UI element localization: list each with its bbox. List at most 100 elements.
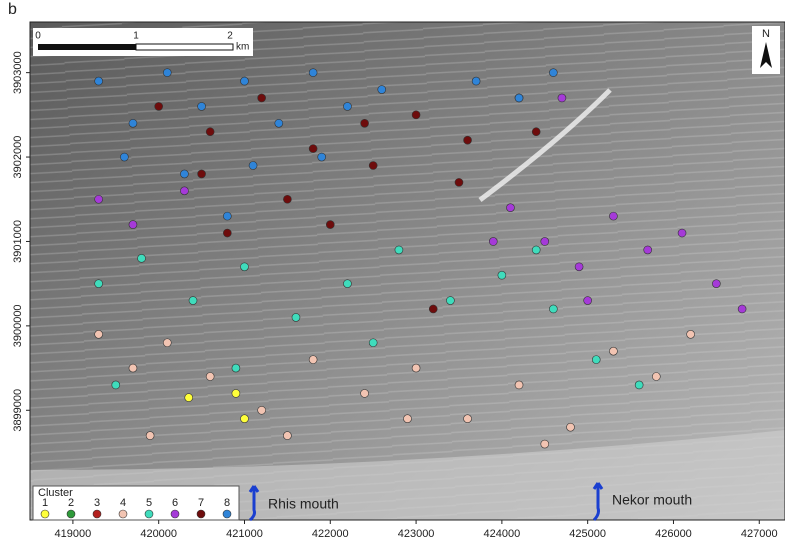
data-point	[394, 245, 404, 255]
data-point	[360, 118, 369, 128]
data-point	[154, 102, 163, 111]
data-point	[609, 346, 618, 356]
annotation: Nekor mouth	[612, 492, 692, 508]
data-point	[712, 279, 721, 288]
data-point	[343, 279, 352, 288]
scale-label: 1	[133, 31, 139, 42]
north-arrow	[760, 42, 772, 68]
data-point	[368, 161, 378, 170]
x-tick-label: 425000	[569, 528, 606, 540]
data-point	[257, 93, 266, 103]
data-point	[248, 161, 258, 170]
data-point	[283, 194, 292, 204]
data-point	[574, 262, 584, 272]
legend-swatch	[222, 509, 232, 519]
data-point	[291, 313, 301, 322]
legend-label: 5	[146, 497, 152, 509]
data-point	[634, 380, 644, 390]
data-point	[205, 127, 215, 137]
data-point	[591, 355, 601, 364]
data-point	[686, 330, 695, 339]
data-point	[463, 135, 472, 145]
data-point	[325, 220, 335, 229]
x-tick-label: 424000	[484, 528, 521, 540]
frame	[29, 21, 785, 521]
data-point	[497, 270, 507, 280]
scale-segment	[38, 44, 136, 50]
x-tick-label: 422000	[312, 528, 349, 540]
data-point	[283, 431, 292, 440]
scale-bar: 0 1 2 km	[33, 28, 253, 56]
data-point	[223, 228, 232, 238]
data-point	[197, 169, 206, 179]
data-point	[549, 304, 558, 314]
data-point	[120, 152, 129, 162]
data-point	[317, 152, 327, 162]
data-point	[514, 93, 524, 103]
data-point	[403, 414, 412, 424]
y-tick-label: 3899000	[12, 389, 24, 432]
data-point	[240, 414, 249, 424]
x-tick-label: 420000	[140, 528, 177, 540]
y-tick-label: 3903000	[12, 51, 24, 94]
data-point	[231, 363, 241, 373]
data-point	[308, 144, 318, 153]
data-point	[308, 355, 318, 364]
data-point	[128, 118, 138, 128]
data-point	[566, 422, 575, 432]
data-point	[531, 127, 541, 137]
data-point	[137, 254, 146, 263]
x-tick-label: 421000	[226, 528, 263, 540]
data-point	[180, 169, 189, 179]
legend-swatch	[144, 509, 154, 519]
scale-unit: km	[236, 42, 249, 53]
data-point	[531, 245, 541, 255]
data-point	[94, 330, 103, 339]
legend-label: 2	[68, 497, 74, 509]
data-point	[377, 85, 387, 94]
legend-label: 6	[172, 497, 178, 509]
data-point	[223, 211, 232, 221]
legend-title: Cluster	[38, 487, 73, 499]
data-point	[549, 68, 558, 77]
data-point	[471, 76, 481, 86]
north-label: N	[762, 28, 770, 40]
river-arrow	[248, 485, 260, 522]
scale-segment	[135, 43, 234, 51]
data-point	[308, 68, 318, 77]
data-point	[162, 338, 172, 348]
data-point	[94, 279, 103, 288]
y-tick-label: 3900000	[12, 304, 24, 347]
data-point	[368, 338, 378, 348]
y-tick-label: 3901000	[12, 220, 24, 263]
legend-label: 4	[120, 497, 126, 509]
data-point	[205, 372, 215, 381]
canyon	[478, 88, 612, 202]
data-point	[111, 380, 121, 390]
data-point	[428, 304, 438, 314]
data-point	[514, 380, 524, 390]
annotation: Rhis mouth	[268, 496, 339, 512]
data-point	[128, 220, 138, 229]
data-point	[343, 102, 352, 111]
data-point	[240, 76, 249, 86]
legend-label: 8	[224, 497, 230, 509]
data-point	[231, 389, 241, 398]
data-point	[609, 211, 618, 221]
legend-swatch	[170, 509, 180, 519]
data-point	[197, 102, 206, 111]
data-point	[652, 372, 661, 381]
data-point	[446, 296, 455, 305]
x-tick-label: 419000	[55, 528, 92, 540]
legend-swatch	[196, 509, 206, 519]
data-point	[557, 93, 567, 103]
x-tick-label: 426000	[655, 528, 692, 540]
data-point	[274, 118, 284, 128]
data-point	[240, 262, 249, 272]
legend-label: 7	[198, 497, 204, 509]
data-point	[184, 393, 194, 402]
data-point	[454, 178, 464, 187]
data-point	[506, 203, 515, 212]
river-arrow	[592, 482, 604, 522]
legend-swatch	[92, 509, 102, 519]
